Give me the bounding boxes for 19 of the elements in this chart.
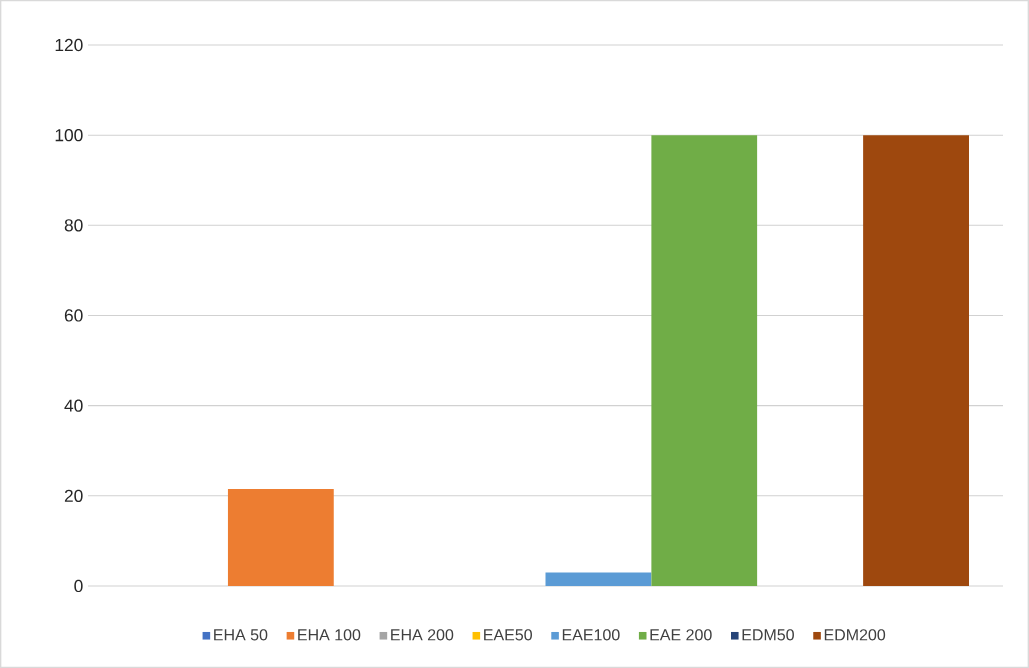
bar: [651, 135, 758, 586]
legend-label: EAE50: [484, 629, 532, 641]
legend-label: EAE100: [562, 629, 620, 641]
y-tick-label: 80: [64, 219, 83, 232]
y-tick-label: 60: [64, 309, 83, 322]
legend-label: EHA 50: [214, 629, 268, 641]
legend-label: EDM200: [824, 629, 886, 641]
bar: [227, 489, 334, 586]
legend-label: EHA 100: [298, 629, 361, 641]
y-tick-label: 0: [74, 579, 83, 593]
legend-label: EAE 200: [650, 629, 712, 641]
y-tick-label: 20: [64, 489, 83, 502]
y-tick-label: 40: [64, 399, 83, 412]
legend-label: EDM50: [742, 629, 794, 641]
y-tick-label: 120: [55, 38, 83, 52]
bar: [545, 572, 652, 586]
y-tick-label: 100: [55, 129, 83, 142]
bar: [863, 135, 969, 586]
legend-label: EHA 200: [391, 629, 454, 641]
